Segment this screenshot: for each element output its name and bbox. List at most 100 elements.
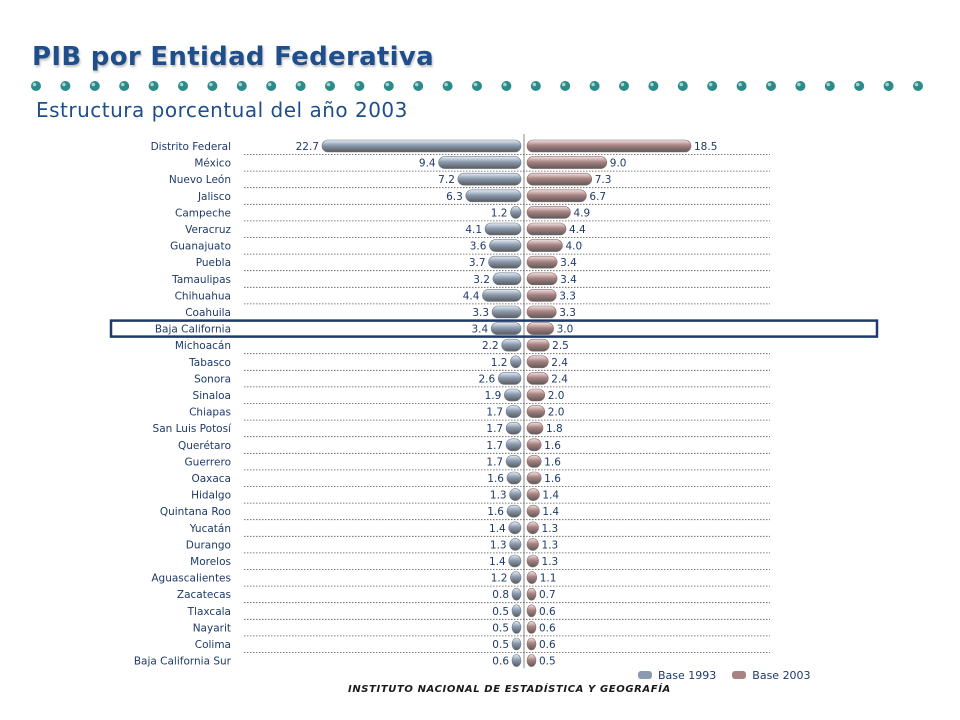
bar-base-2003 [526, 621, 537, 634]
bar-base-1993 [511, 587, 522, 601]
value-label-2003: 2.0 [548, 390, 565, 402]
bar-base-1993 [501, 338, 522, 352]
bar-base-1993 [488, 255, 522, 269]
category-label: Distrito Federal [151, 141, 231, 153]
value-label-1993: 3.2 [473, 274, 490, 286]
category-label: Michoacán [175, 340, 231, 352]
dot-highlight [62, 82, 66, 87]
value-label-1993: 7.2 [438, 174, 455, 186]
bar-base-2003 [526, 305, 557, 319]
bar-base-2003 [526, 272, 558, 286]
category-label: Colima [195, 639, 231, 651]
value-label-2003: 0.6 [539, 606, 556, 618]
bar-base-2003 [526, 471, 542, 485]
legend-swatch-1993 [638, 671, 652, 679]
bar-base-2003 [526, 637, 537, 651]
category-label: Morelos [190, 556, 231, 568]
bar-base-2003 [526, 587, 537, 601]
value-label-1993: 9.4 [419, 158, 436, 170]
bar-base-1993 [492, 272, 522, 286]
bar-base-1993 [490, 322, 522, 335]
value-label-1993: 1.4 [489, 523, 506, 535]
value-label-2003: 0.6 [539, 639, 556, 651]
category-label: Sonora [194, 373, 231, 385]
bar-base-2003 [526, 322, 554, 335]
bar-base-2003 [526, 222, 567, 236]
dot-highlight [650, 82, 654, 87]
category-label: Nuevo León [169, 174, 231, 186]
dot-highlight [503, 82, 507, 87]
bar-base-1993 [511, 621, 522, 634]
value-label-1993: 0.8 [492, 589, 509, 601]
value-label-1993: 1.3 [490, 490, 507, 502]
value-label-1993: 22.7 [296, 141, 319, 153]
dot-highlight [120, 82, 125, 87]
value-label-1993: 1.7 [486, 456, 503, 468]
category-label: San Luis Potosí [153, 423, 233, 435]
bar-base-2003 [526, 504, 540, 518]
dot-highlight [91, 82, 96, 87]
bar-base-2003 [526, 604, 537, 618]
bar-base-2003 [526, 421, 544, 435]
footer-institution: INSTITUTO NACIONAL DE ESTADÍSTICA Y GEOG… [348, 684, 671, 695]
value-label-1993: 0.5 [492, 639, 509, 651]
dot-highlight [708, 82, 713, 87]
bar-base-1993 [509, 488, 522, 501]
bar-base-1993 [505, 405, 522, 418]
bar-base-1993 [505, 455, 522, 468]
value-label-2003: 1.3 [542, 523, 559, 535]
bar-base-1993 [491, 305, 522, 319]
value-label-2003: 4.4 [569, 224, 586, 236]
bar-base-1993 [489, 239, 522, 252]
value-label-1993: 6.3 [446, 191, 463, 203]
value-label-1993: 1.9 [485, 390, 502, 402]
bar-base-2003 [526, 571, 538, 584]
bar-base-2003 [526, 372, 549, 385]
legend-item-1993: Base 1993 [638, 669, 716, 682]
value-label-1993: 4.1 [465, 224, 482, 236]
value-label-2003: 18.5 [694, 141, 717, 153]
value-label-1993: 1.2 [491, 573, 508, 585]
category-label: Guanajuato [170, 241, 231, 253]
bar-base-2003 [526, 206, 571, 219]
value-label-2003: 2.4 [551, 373, 568, 385]
value-label-2003: 1.4 [542, 506, 559, 518]
category-label: Nayarit [193, 622, 231, 634]
bar-base-2003 [526, 554, 539, 568]
value-label-1993: 1.7 [486, 423, 503, 435]
dot-highlight [326, 82, 331, 87]
bar-base-2003 [526, 338, 550, 352]
dot-highlight [738, 82, 742, 87]
decorative-dots-divider [31, 81, 923, 91]
bar-base-2003 [526, 538, 539, 551]
value-label-1993: 3.6 [470, 241, 487, 253]
dot-highlight [914, 82, 919, 87]
value-label-2003: 9.0 [610, 158, 627, 170]
value-label-2003: 2.4 [551, 357, 568, 369]
value-label-1993: 3.3 [472, 307, 489, 319]
dot-highlight [385, 82, 390, 87]
dot-highlight [591, 82, 595, 87]
bar-base-2003 [526, 172, 593, 186]
dot-highlight [855, 82, 860, 87]
bar-base-2003 [526, 521, 539, 535]
bar-base-1993 [508, 521, 522, 535]
category-label: Zacatecas [177, 589, 231, 601]
bar-base-1993 [511, 604, 522, 618]
legend-swatch-2003 [732, 671, 747, 679]
value-label-2003: 1.4 [542, 490, 559, 502]
category-label: Yucatán [189, 523, 231, 535]
value-label-1993: 1.6 [487, 473, 504, 485]
bar-base-2003 [526, 438, 542, 452]
bar-base-1993 [505, 421, 522, 435]
category-label: Chihuahua [175, 290, 231, 302]
bar-base-2003 [526, 405, 546, 418]
dot-highlight [797, 82, 801, 87]
value-label-1993: 4.4 [463, 290, 480, 302]
category-label: Chiapas [189, 407, 231, 419]
dot-highlight [238, 82, 243, 87]
value-label-2003: 1.3 [542, 556, 559, 568]
category-label: Oaxaca [191, 473, 231, 485]
value-label-2003: 0.5 [539, 656, 556, 668]
